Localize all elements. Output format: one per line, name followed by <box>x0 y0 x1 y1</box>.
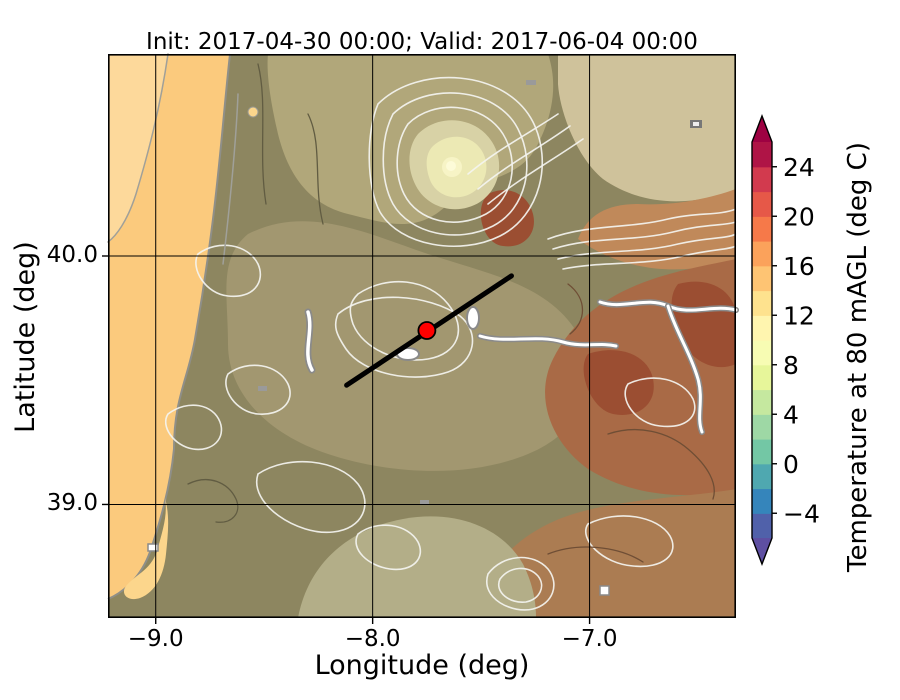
colorbar-band <box>752 463 772 490</box>
map-art <box>107 53 739 618</box>
colorbar-band <box>752 364 772 391</box>
colorbar-band <box>752 513 772 539</box>
colorbar-over-arrow <box>752 116 772 142</box>
map-plot-area <box>102 53 739 624</box>
colorbar-band <box>752 488 772 514</box>
map-overlay <box>102 54 737 624</box>
colorbar-tick-label: 24 <box>783 153 815 182</box>
x-tick-label: −9.0 <box>127 626 184 652</box>
x-tick-label: −8.0 <box>344 626 401 652</box>
colorbar-band <box>752 241 772 267</box>
y-axis-label: Latitude (deg) <box>10 241 41 433</box>
colorbar-band <box>752 414 772 440</box>
colorbar-tick-label: 16 <box>783 252 815 281</box>
colorbar-tick-label: 8 <box>783 351 799 380</box>
colorbar-band <box>752 265 772 292</box>
colorbar-band <box>752 166 772 193</box>
plot-title: Init: 2017-04-30 00:00; Valid: 2017-06-0… <box>146 29 698 55</box>
colorbar-label: Temperature at 80 mAGL (deg C) <box>843 142 873 572</box>
colorbar-tick-label: −4 <box>783 499 820 528</box>
y-tick-label: 39.0 <box>46 490 98 517</box>
colorbar-band <box>752 142 772 168</box>
colorbar-band <box>752 290 772 316</box>
colorbar-band <box>752 191 772 217</box>
colorbar-tick-label: 0 <box>783 450 799 479</box>
x-axis-label: Longitude (deg) <box>314 650 530 681</box>
colorbar-band <box>752 216 772 242</box>
colorbar-tick-label: 12 <box>783 301 815 330</box>
y-tick-label: 40.0 <box>46 241 98 268</box>
colorbar-band <box>752 389 772 415</box>
colorbar-outline <box>751 114 773 566</box>
colorbar-tick-label: 20 <box>783 202 815 231</box>
colorbar: 24 20 16 12 8 4 0 −4 <box>751 114 820 566</box>
colorbar-band <box>752 340 772 366</box>
axes-frame <box>108 54 737 619</box>
x-tick-label: −7.0 <box>561 626 618 652</box>
location-marker <box>417 321 437 340</box>
colorbar-under-arrow <box>752 538 772 564</box>
colorbar-tick-label: 4 <box>783 400 799 429</box>
colorbar-band <box>752 315 772 341</box>
colorbar-band <box>752 439 772 465</box>
